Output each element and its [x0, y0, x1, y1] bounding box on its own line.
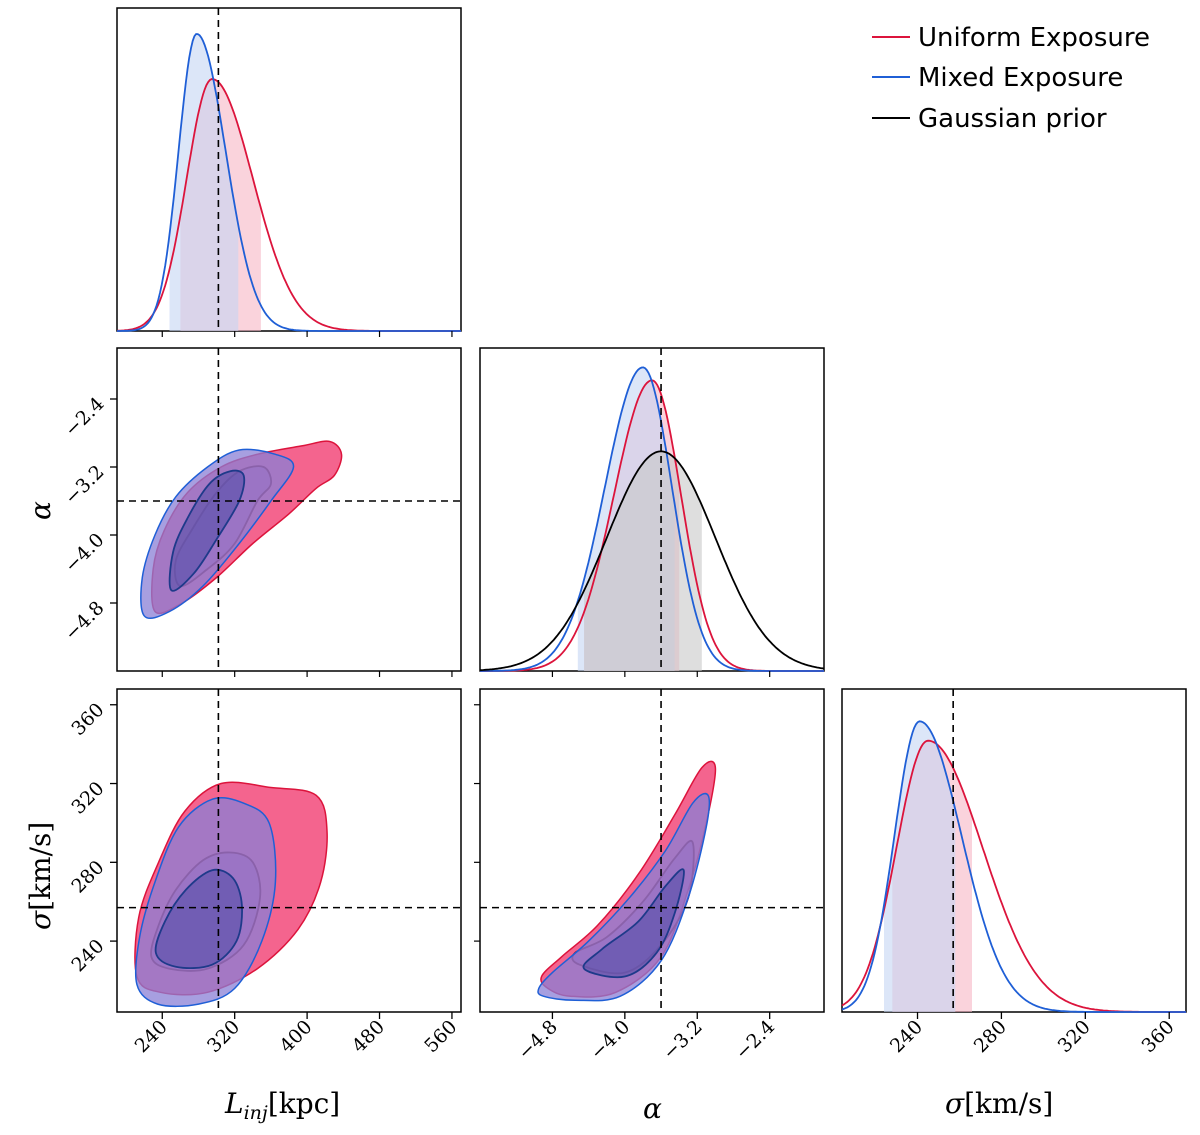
contour-68-alpha-sigma-mixed-exposure — [582, 868, 685, 979]
y-tick-label-sigma-2: 320 — [67, 777, 108, 818]
y-axis-title-alpha: α — [24, 501, 57, 520]
panel-sigma-vs-L — [116, 688, 462, 1013]
y-tick-label-sigma-1: 280 — [67, 856, 108, 897]
legend: Uniform Exposure Mixed Exposure Gaussian… — [872, 23, 1150, 134]
y-axis-title-sigma-main: σ — [24, 910, 57, 930]
marginal-band-alpha-gaussian-prior — [584, 451, 702, 671]
marginal-band-L_inj-mixed-exposure — [169, 33, 239, 332]
x-tick-label-sigma-2: 320 — [1054, 1016, 1095, 1057]
marginal-curve-sigma-mixed-exposure — [841, 720, 1186, 1013]
x-tick-label-L-2: 400 — [275, 1016, 316, 1057]
contour-68-L_inj-sigma-mixed-exposure — [154, 868, 243, 969]
legend-label-mixed: Mixed Exposure — [918, 63, 1123, 93]
y-axis-title-sigma-unit: [km/s] — [24, 822, 57, 911]
marginal-curve-L_inj-uniform-exposure — [116, 78, 461, 332]
x-tick-label-L-0: 240 — [131, 1016, 172, 1057]
y-tick-label-alpha-1: −4.0 — [60, 529, 108, 577]
y-tick-label-alpha-2: −3.2 — [60, 461, 108, 509]
x-axis-title-sigma-main: σ — [945, 1087, 965, 1120]
y-tick-label-sigma-3: 360 — [67, 699, 108, 740]
panel-sigma-vs-alpha — [479, 688, 825, 1013]
x-tick-label-alpha-1: −4.0 — [586, 1016, 634, 1064]
x-tick-label-alpha-3: −2.4 — [731, 1016, 779, 1064]
panel-L-marginal — [116, 7, 462, 332]
x-tick-label-L-3: 480 — [348, 1016, 389, 1057]
x-tick-label-sigma-1: 280 — [970, 1016, 1011, 1057]
x-tick-label-L-4: 560 — [420, 1016, 461, 1057]
y-tick-label-alpha-3: −2.4 — [60, 393, 108, 441]
x-axis-title-L-main: L — [224, 1087, 244, 1120]
x-tick-label-sigma-0: 240 — [886, 1016, 927, 1057]
x-axis-title-L-sub: inj — [244, 1102, 268, 1124]
y-tick-label-sigma-0: 240 — [67, 935, 108, 976]
legend-label-prior: Gaussian prior — [918, 104, 1107, 134]
y-axis-title-sigma: σ[km/s] — [24, 822, 57, 930]
plot-layer — [116, 8, 1186, 1013]
x-axis-title-L: Linj[kpc] — [224, 1087, 340, 1124]
x-tick-label-L-1: 320 — [203, 1016, 244, 1057]
x-axis-title-alpha: α — [643, 1092, 662, 1125]
panel-sigma-marginal — [841, 688, 1187, 1013]
contour-95-alpha-sigma-mixed-exposure — [537, 792, 711, 1002]
marginal-band-sigma-mixed-exposure — [884, 721, 956, 1012]
x-tick-label-alpha-2: −3.2 — [659, 1016, 707, 1064]
legend-label-uniform: Uniform Exposure — [918, 23, 1150, 53]
x-tick-label-alpha-0: −4.8 — [514, 1016, 562, 1064]
y-tick-label-alpha-0: −4.8 — [60, 597, 108, 645]
marginal-curve-alpha-mixed-exposure — [480, 366, 824, 672]
panel-alpha-vs-L — [116, 347, 462, 672]
marginal-curve-L_inj-mixed-exposure — [117, 33, 461, 332]
x-axis-title-sigma: σ[km/s] — [945, 1087, 1053, 1120]
x-axis-title-L-unit: [kpc] — [268, 1087, 340, 1120]
x-axis-title-sigma-unit: [km/s] — [964, 1087, 1053, 1120]
marginal-curve-alpha-gaussian-prior — [479, 450, 825, 672]
x-tick-label-sigma-3: 360 — [1138, 1016, 1179, 1057]
